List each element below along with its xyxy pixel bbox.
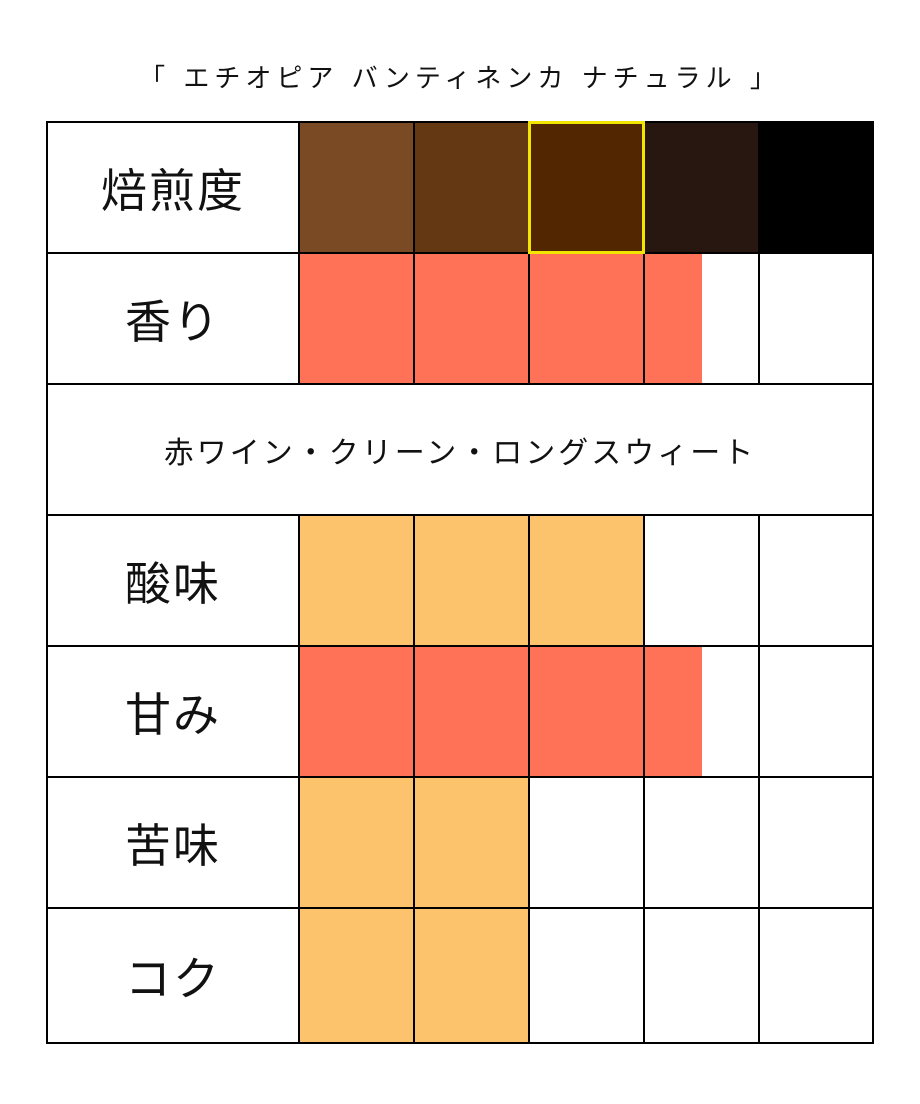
flavor-note: 赤ワイン・クリーン・ロングスウィート xyxy=(163,435,757,471)
aroma-cell-1 xyxy=(300,254,415,383)
aroma-cell-2 xyxy=(415,254,530,383)
body-row: コク xyxy=(48,909,872,1042)
acidity-label: 酸味 xyxy=(48,516,300,645)
body-cell-4 xyxy=(645,909,760,1042)
acidity-cell-3 xyxy=(530,516,645,645)
bitterness-cell-3 xyxy=(530,778,645,907)
acidity-row: 酸味 xyxy=(48,516,872,647)
body-fill-1 xyxy=(300,909,413,1042)
acidity-cell-5 xyxy=(760,516,872,645)
aroma-row: 香り xyxy=(48,254,872,385)
roast-swatch-4 xyxy=(645,123,760,252)
roast-row: 焙煎度 xyxy=(48,121,872,254)
acidity-fill-2 xyxy=(415,516,528,645)
bitterness-cell-4 xyxy=(645,778,760,907)
sweetness-fill-1 xyxy=(300,647,413,776)
bitterness-row: 苦味 xyxy=(48,778,872,909)
aroma-fill-3 xyxy=(530,254,643,383)
bitterness-cell-5 xyxy=(760,778,872,907)
coffee-profile-sheet: 焙煎度 香り 赤ワイン・クリーン・ロングスウィート 酸味 甘み 苦味 コク xyxy=(46,121,874,1044)
aroma-label: 香り xyxy=(48,254,300,383)
sweetness-cell-2 xyxy=(415,647,530,776)
sweetness-cell-5 xyxy=(760,647,872,776)
chart-title: 「 エチオピア バンティネンカ ナチュラル 」 xyxy=(139,64,781,94)
acidity-fill-3 xyxy=(530,516,643,645)
body-cell-3 xyxy=(530,909,645,1042)
aroma-fill-4 xyxy=(645,254,702,383)
acidity-fill-1 xyxy=(300,516,413,645)
sweetness-cell-4 xyxy=(645,647,760,776)
acidity-cell-1 xyxy=(300,516,415,645)
sweetness-label: 甘み xyxy=(48,647,300,776)
roast-swatch-5 xyxy=(760,123,872,252)
aroma-fill-1 xyxy=(300,254,413,383)
aroma-cell-3 xyxy=(530,254,645,383)
acidity-cell-2 xyxy=(415,516,530,645)
aroma-fill-2 xyxy=(415,254,528,383)
sweetness-cell-3 xyxy=(530,647,645,776)
sweetness-cell-1 xyxy=(300,647,415,776)
body-fill-2 xyxy=(415,909,528,1042)
aroma-cell-5 xyxy=(760,254,872,383)
bitterness-fill-2 xyxy=(415,778,528,907)
sweetness-row: 甘み xyxy=(48,647,872,778)
body-label: コク xyxy=(48,909,300,1042)
roast-swatch-3 xyxy=(530,123,645,252)
aroma-cell-4 xyxy=(645,254,760,383)
body-cell-2 xyxy=(415,909,530,1042)
bitterness-cell-1 xyxy=(300,778,415,907)
body-cell-5 xyxy=(760,909,872,1042)
flavor-note-row: 赤ワイン・クリーン・ロングスウィート xyxy=(48,385,872,516)
roast-label: 焙煎度 xyxy=(48,123,300,252)
bitterness-fill-1 xyxy=(300,778,413,907)
bitterness-cell-2 xyxy=(415,778,530,907)
body-cell-1 xyxy=(300,909,415,1042)
sweetness-fill-2 xyxy=(415,647,528,776)
roast-swatch-1 xyxy=(300,123,415,252)
sweetness-fill-4 xyxy=(645,647,702,776)
roast-swatch-2 xyxy=(415,123,530,252)
bitterness-label: 苦味 xyxy=(48,778,300,907)
sweetness-fill-3 xyxy=(530,647,643,776)
acidity-cell-4 xyxy=(645,516,760,645)
